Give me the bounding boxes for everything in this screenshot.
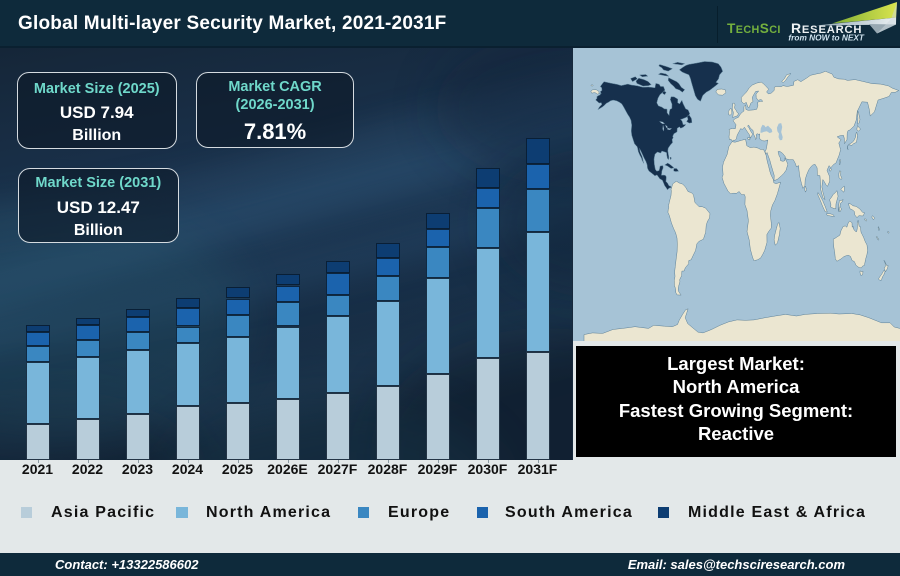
svg-text:RESEARCH: RESEARCH [791, 20, 862, 36]
svg-text:from NOW to NEXT: from NOW to NEXT [788, 33, 865, 43]
svg-text:TECHSCI: TECHSCI [727, 21, 781, 36]
